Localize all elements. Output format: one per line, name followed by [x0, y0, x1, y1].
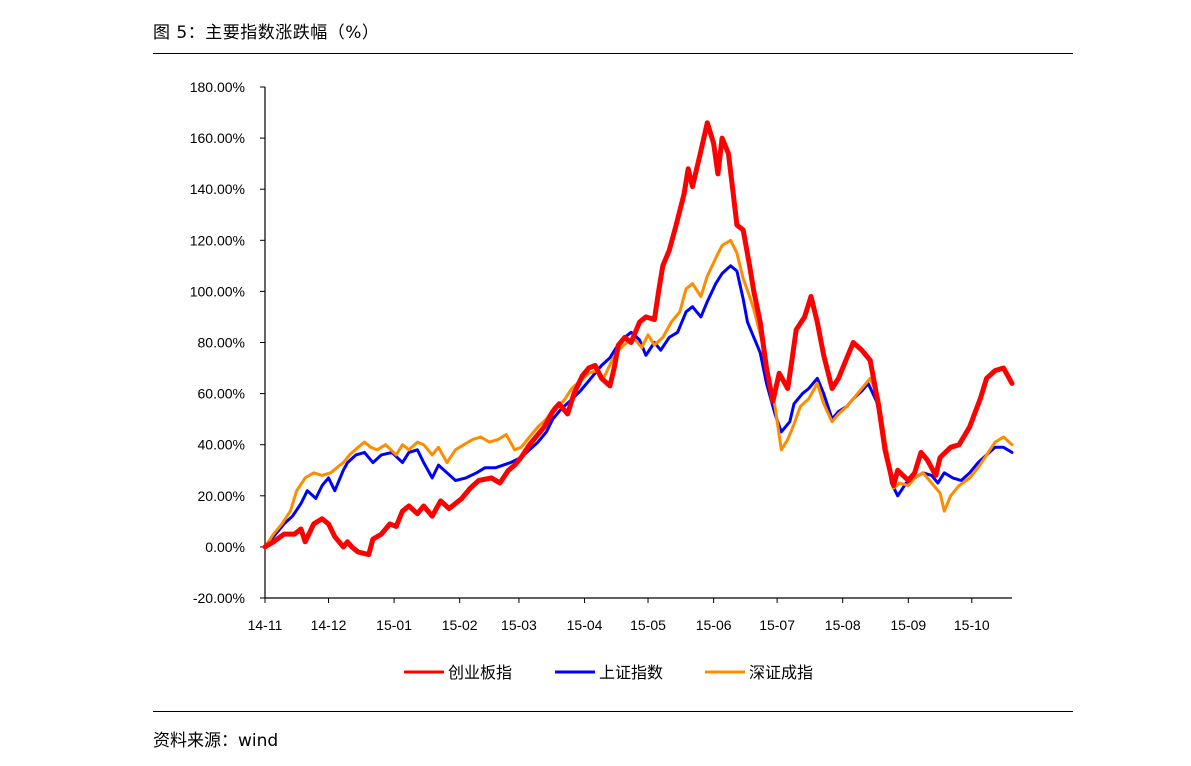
- y-tick-label: 60.00%: [198, 386, 245, 402]
- legend-label: 创业板指: [448, 663, 512, 682]
- x-tick-label: 15-05: [630, 617, 666, 633]
- y-tick-label: -20.00%: [193, 590, 245, 606]
- figure-title: 图 5：主要指数涨跌幅（%）: [153, 23, 380, 43]
- x-tick-label: 14-11: [248, 617, 283, 633]
- bottom-rule: [153, 711, 1073, 712]
- y-tick-label: 160.00%: [190, 130, 245, 146]
- y-tick-label: 0.00%: [205, 539, 245, 555]
- legend-label: 深证成指: [749, 663, 813, 682]
- y-tick-label: 120.00%: [190, 232, 245, 248]
- y-tick-label: 100.00%: [190, 283, 245, 299]
- x-tick-label: 15-09: [890, 617, 926, 633]
- y-tick-label: 80.00%: [198, 335, 245, 351]
- y-tick-label: 180.00%: [190, 79, 245, 95]
- x-tick-label: 15-02: [442, 617, 478, 633]
- top-rule: [153, 53, 1073, 54]
- y-tick-label: 140.00%: [190, 181, 245, 197]
- y-tick-label: 20.00%: [198, 488, 245, 504]
- x-tick-label: 15-07: [759, 617, 795, 633]
- y-tick-label: 40.00%: [198, 437, 245, 453]
- x-tick-label: 15-01: [376, 617, 412, 633]
- x-tick-label: 15-08: [825, 617, 861, 633]
- series-line-1: [263, 264, 1014, 549]
- series-line-2: [263, 238, 1014, 549]
- legend-label: 上证指数: [599, 663, 663, 682]
- x-tick-label: 15-03: [501, 617, 537, 633]
- x-tick-label: 14-12: [311, 617, 347, 633]
- x-tick-label: 15-06: [696, 617, 732, 633]
- series-line-0: [262, 120, 1015, 558]
- x-tick-label: 15-10: [954, 617, 990, 633]
- chart-axes: -20.00% 0.00% 20.00% 40.00% 60.00% 80.00% 100.…: [190, 79, 1012, 633]
- chart-legend: 创业板指 上证指数 深证成指: [404, 663, 813, 682]
- source-note: 资料来源：wind: [153, 731, 279, 751]
- x-tick-label: 15-04: [567, 617, 603, 633]
- series-layer: [262, 120, 1015, 558]
